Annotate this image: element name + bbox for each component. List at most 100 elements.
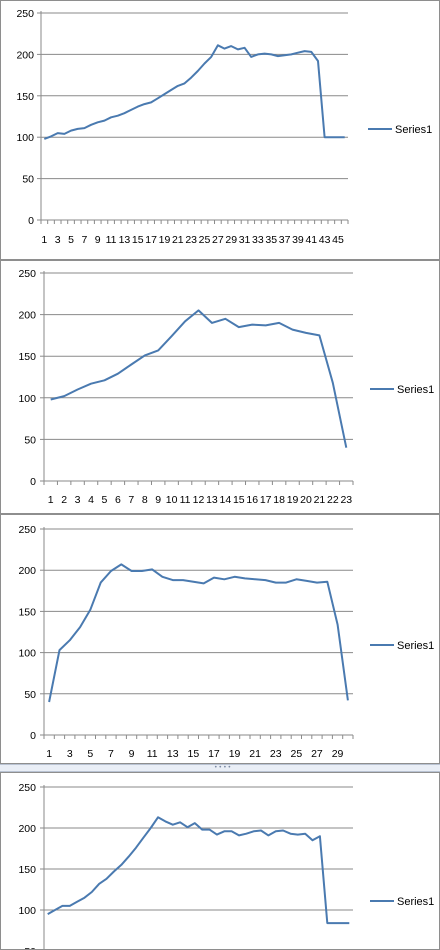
x-tick-label: 39 xyxy=(292,234,304,246)
y-tick-label: 200 xyxy=(16,49,34,61)
x-tick-label: 9 xyxy=(129,748,135,760)
x-tick-label: 37 xyxy=(279,234,291,246)
x-tick-label: 1 xyxy=(46,748,52,760)
x-tick-label: 19 xyxy=(287,494,299,506)
splitter-grip-icon[interactable]: •••• xyxy=(214,764,233,771)
x-tick-label: 17 xyxy=(208,748,220,760)
y-tick-label: 50 xyxy=(24,434,36,446)
x-tick-label: 1 xyxy=(48,494,54,506)
y-tick-label: 50 xyxy=(24,689,36,701)
x-tick-label: 21 xyxy=(172,234,184,246)
x-tick-label: 5 xyxy=(102,494,108,506)
y-tick-label: 0 xyxy=(30,476,36,488)
x-tick-label: 43 xyxy=(319,234,331,246)
x-tick-label: 21 xyxy=(314,494,326,506)
y-tick-label: 150 xyxy=(18,606,36,618)
x-tick-label: 13 xyxy=(206,494,218,506)
chart-panel-2[interactable]: 0 50 100 150 200 250 1 2 3 4 5 6 7 8 9 10 11 12 13 14 15 16 17… xyxy=(0,260,440,514)
y-tick-label: 0 xyxy=(28,215,34,227)
x-tick-label: 10 xyxy=(166,494,178,506)
y-tick-label: 200 xyxy=(18,310,36,322)
x-tick-label: 1 xyxy=(41,234,47,246)
chart-panel-4[interactable]: 50 100 150 200 250 Series1 xyxy=(0,772,440,950)
series-line xyxy=(43,44,345,140)
x-tick-label: 3 xyxy=(67,748,73,760)
x-tick-label: 19 xyxy=(159,234,171,246)
x-tick-label: 45 xyxy=(332,234,344,246)
x-tick-label: 23 xyxy=(270,748,282,760)
legend-label: Series1 xyxy=(397,640,434,652)
x-tick-label: 5 xyxy=(87,748,93,760)
x-tick-label: 7 xyxy=(81,234,87,246)
x-tick-label: 11 xyxy=(180,494,191,506)
y-tick-label: 250 xyxy=(16,8,34,20)
y-tick-label: 150 xyxy=(18,864,36,876)
x-tick-label: 12 xyxy=(193,494,205,506)
x-tick-label: 33 xyxy=(252,234,264,246)
y-tick-label: 50 xyxy=(24,946,36,950)
y-tick-label: 100 xyxy=(18,905,36,917)
x-tick-label: 35 xyxy=(265,234,277,246)
y-tick-label: 200 xyxy=(18,565,36,577)
y-tick-label: 150 xyxy=(16,91,34,103)
x-tick-label: 9 xyxy=(155,494,161,506)
chart-panel-3[interactable]: 0 50 100 150 200 250 1 3 5 7 9 11 13 15 17 19 21 23 25 27 29… xyxy=(0,514,440,764)
x-tick-label: 5 xyxy=(68,234,74,246)
x-tick-label: 29 xyxy=(225,234,237,246)
x-tick-label: 15 xyxy=(233,494,245,506)
y-tick-label: 200 xyxy=(18,823,36,835)
x-tick-label: 13 xyxy=(119,234,131,246)
x-tick-label: 4 xyxy=(88,494,94,506)
y-tick-label: 100 xyxy=(16,132,34,144)
x-tick-label: 11 xyxy=(106,234,117,246)
x-tick-label: 18 xyxy=(273,494,285,506)
x-tick-label: 41 xyxy=(305,234,317,246)
x-tick-label: 7 xyxy=(128,494,134,506)
x-tick-label: 23 xyxy=(340,494,352,506)
x-tick-label: 31 xyxy=(239,234,251,246)
x-tick-label: 23 xyxy=(185,234,197,246)
worksheet-splitter[interactable]: •••• xyxy=(0,764,440,772)
x-tick-label: 25 xyxy=(199,234,211,246)
chart-panel-1[interactable]: 0 50 100 150 200 250 1 3 5 7 9 11 13 15 17 19 21 23 25 27 29… xyxy=(0,0,440,260)
x-tick-label: 15 xyxy=(132,234,144,246)
x-tick-label: 29 xyxy=(332,748,344,760)
y-tick-label: 250 xyxy=(18,782,36,794)
x-tick-label: 16 xyxy=(246,494,258,506)
y-tick-label: 250 xyxy=(18,268,36,280)
x-tick-label: 17 xyxy=(145,234,157,246)
x-tick-label: 2 xyxy=(61,494,67,506)
y-tick-label: 50 xyxy=(22,174,34,186)
y-tick-label: 0 xyxy=(30,730,36,742)
y-tick-label: 100 xyxy=(18,393,36,405)
x-tick-label: 25 xyxy=(291,748,303,760)
x-tick-label: 7 xyxy=(108,748,114,760)
x-tick-label: 9 xyxy=(95,234,101,246)
x-tick-label: 11 xyxy=(147,748,158,760)
legend-label: Series1 xyxy=(395,124,432,136)
y-tick-label: 250 xyxy=(18,524,36,536)
series-line xyxy=(47,816,350,925)
y-tick-label: 150 xyxy=(18,351,36,363)
x-tick-label: 3 xyxy=(75,494,81,506)
x-tick-label: 8 xyxy=(142,494,148,506)
legend-label: Series1 xyxy=(397,384,434,396)
x-tick-label: 21 xyxy=(249,748,261,760)
legend-label: Series1 xyxy=(397,896,434,908)
x-tick-label: 22 xyxy=(327,494,339,506)
x-tick-label: 20 xyxy=(300,494,312,506)
chart-svg: 50 100 150 200 250 Series1 xyxy=(18,782,434,950)
series-line xyxy=(48,563,349,703)
x-tick-label: 19 xyxy=(229,748,241,760)
x-tick-label: 15 xyxy=(188,748,200,760)
x-tick-label: 14 xyxy=(220,494,232,506)
series-line xyxy=(50,309,348,448)
x-tick-label: 6 xyxy=(115,494,121,506)
y-tick-label: 100 xyxy=(18,648,36,660)
x-tick-label: 17 xyxy=(260,494,272,506)
x-tick-label: 27 xyxy=(311,748,323,760)
x-tick-label: 13 xyxy=(167,748,179,760)
